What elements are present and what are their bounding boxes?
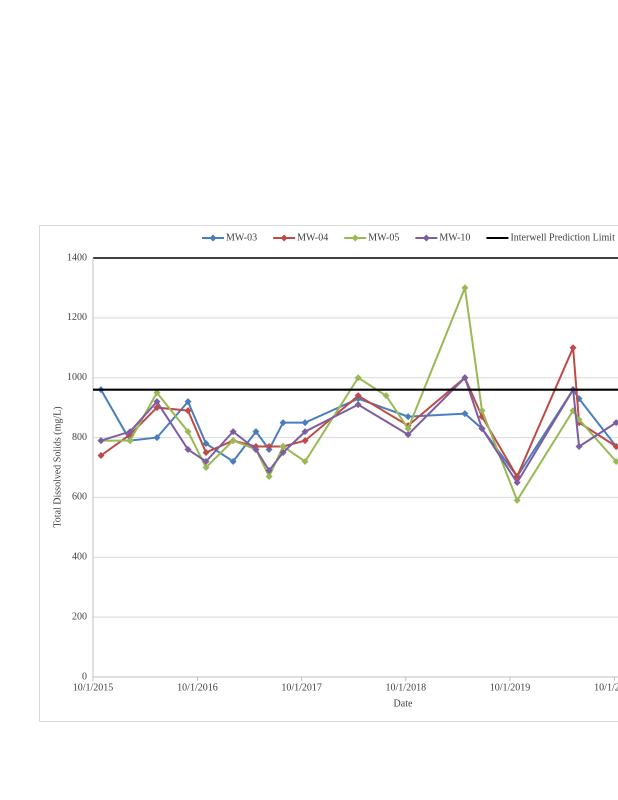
data-point <box>478 425 486 433</box>
data-point <box>202 440 210 448</box>
y-tick-label: 800 <box>72 432 87 443</box>
data-point <box>184 398 192 406</box>
data-point <box>265 443 273 451</box>
data-point <box>229 437 237 445</box>
legend-label: MW-04 <box>297 232 328 243</box>
data-point <box>252 428 260 436</box>
data-point <box>252 446 260 454</box>
data-point <box>612 443 618 451</box>
data-point <box>184 428 192 436</box>
legend-marker <box>209 234 217 242</box>
data-point <box>153 434 161 442</box>
data-point <box>404 413 412 421</box>
data-point <box>301 419 309 427</box>
y-tick-label: 400 <box>72 552 87 563</box>
data-point <box>279 419 287 427</box>
data-point <box>202 458 210 466</box>
data-point <box>279 443 287 451</box>
data-point <box>229 428 237 436</box>
y-tick-label: 1400 <box>67 252 87 263</box>
data-point <box>184 446 192 454</box>
data-point <box>265 472 273 480</box>
data-point <box>612 458 618 466</box>
x-tick-label: 10/1/2015 <box>73 682 114 693</box>
data-point <box>404 425 412 433</box>
data-point <box>153 398 161 406</box>
data-point <box>612 419 618 427</box>
data-point <box>97 452 105 460</box>
legend-marker <box>351 234 359 242</box>
legend-label: MW-03 <box>226 232 257 243</box>
x-axis-label: Date <box>394 698 413 709</box>
data-point <box>575 443 583 451</box>
x-tick-label: 10/1/2016 <box>177 682 218 693</box>
series-line <box>100 375 617 485</box>
data-point <box>229 458 237 466</box>
legend-label: MW-10 <box>439 232 470 243</box>
y-tick-label: 600 <box>72 492 87 503</box>
data-point <box>513 478 521 486</box>
y-tick-label: 200 <box>72 611 87 622</box>
x-tick-label: 10/1/2019 <box>490 682 531 693</box>
series-line <box>100 347 617 479</box>
data-point <box>301 428 309 436</box>
data-point <box>461 284 469 292</box>
data-point <box>354 401 362 409</box>
chart-frame <box>39 225 618 722</box>
data-point <box>97 437 105 445</box>
y-tick-label: 1000 <box>67 372 87 383</box>
data-point <box>354 374 362 382</box>
data-point <box>301 458 309 466</box>
series-line <box>100 387 617 479</box>
data-point <box>126 428 134 436</box>
data-point <box>184 407 192 415</box>
legend-label: Interwell Prediction Limit <box>510 232 615 243</box>
data-point <box>354 392 362 400</box>
y-axis-label: Total Dissolved Solids (mg/L) <box>52 406 63 527</box>
x-tick-label: 10/1/2017 <box>281 682 322 693</box>
data-point <box>513 496 521 504</box>
x-tick-label: 10/1/2020 <box>594 682 618 693</box>
data-point <box>461 410 469 418</box>
data-point <box>461 374 469 382</box>
data-point <box>569 344 577 352</box>
legend-label: MW-05 <box>368 232 399 243</box>
y-tick-label: 0 <box>82 671 87 682</box>
data-point <box>478 407 486 415</box>
data-point <box>126 437 134 445</box>
data-point <box>202 464 210 471</box>
data-point <box>202 449 210 457</box>
data-point <box>279 449 287 457</box>
data-point <box>153 389 161 397</box>
data-point <box>301 437 309 445</box>
legend-marker <box>280 234 288 242</box>
y-tick-label: 1200 <box>67 312 87 323</box>
data-point <box>404 431 412 439</box>
data-point <box>382 392 390 400</box>
legend-marker <box>422 234 430 242</box>
x-tick-label: 10/1/2018 <box>386 682 427 693</box>
data-point <box>265 466 273 474</box>
